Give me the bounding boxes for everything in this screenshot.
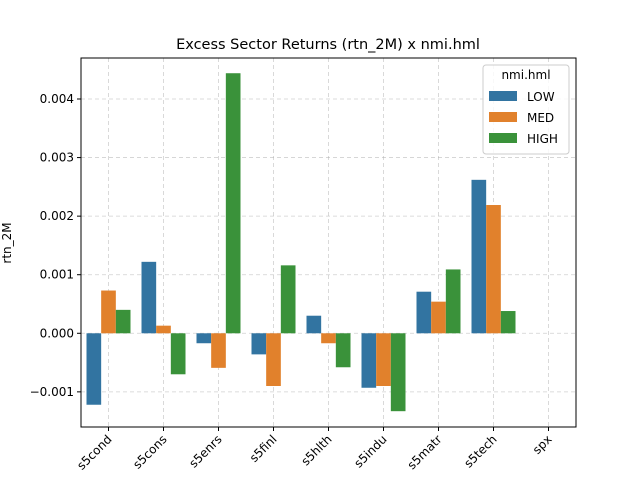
y-tick-label: 0.004 <box>40 92 74 106</box>
bar-high-s5cond <box>115 309 131 334</box>
x-tick-label: s5finl <box>247 432 280 465</box>
y-tick-label: 0.001 <box>40 268 74 282</box>
bar-med-s5hlth <box>321 333 336 344</box>
x-tick-label: s5tech <box>461 432 499 470</box>
x-tick-label: s5matr <box>405 432 445 472</box>
legend-swatch-med <box>489 112 517 122</box>
bar-low-s5finl <box>251 333 267 355</box>
bar-low-s5indu <box>361 333 377 388</box>
bar-med-s5finl <box>266 333 281 386</box>
legend-swatch-high <box>489 133 517 143</box>
bar-low-s5cons <box>141 261 157 334</box>
bar-high-s5hlth <box>335 333 351 368</box>
legend-label-med: MED <box>527 111 554 125</box>
bar-low-s5hlth <box>306 315 322 334</box>
bar-high-s5cons <box>170 333 186 375</box>
bar-high-s5tech <box>500 311 516 334</box>
legend-label-low: LOW <box>527 90 555 104</box>
y-tick-label: −0.001 <box>30 385 74 399</box>
x-tick-label: s5hlth <box>298 432 334 468</box>
bars <box>86 73 516 412</box>
legend-swatch-low <box>489 91 517 101</box>
bar-med-s5matr <box>431 301 446 334</box>
x-tick-label: spx <box>530 432 555 457</box>
bar-low-s5cond <box>86 333 102 405</box>
legend: nmi.hml LOW MED HIGH <box>482 64 570 155</box>
y-tick-label: 0.003 <box>40 151 74 165</box>
bar-low-s5enrs <box>196 333 212 344</box>
legend-title: nmi.hml <box>501 68 550 82</box>
y-tick-label: 0.002 <box>40 209 74 223</box>
y-axis-label: rtn_2M <box>0 222 14 263</box>
x-tick-label: s5indu <box>351 432 389 470</box>
chart-title: Excess Sector Returns (rtn_2M) x nmi.hml <box>176 37 480 53</box>
legend-box <box>482 64 570 155</box>
x-axis: s5cond s5cons s5enrs s5finl s5hlth s5indu s5ma… <box>74 427 555 473</box>
bar-med-s5tech <box>486 205 501 334</box>
x-tick-label: s5cond <box>74 432 114 472</box>
bar-low-s5tech <box>471 179 487 334</box>
bar-med-s5cond <box>101 290 116 334</box>
x-tick-label: s5cons <box>130 432 169 471</box>
bar-high-s5indu <box>390 333 406 412</box>
bar-med-s5enrs <box>211 333 226 368</box>
y-tick-label: 0.000 <box>40 326 74 340</box>
bar-med-s5indu <box>376 333 391 386</box>
bar-med-s5cons <box>156 325 171 334</box>
y-axis: −0.001 0.000 0.001 0.002 0.003 0.004 <box>30 92 81 399</box>
bar-high-s5matr <box>445 269 461 334</box>
x-tick-label: s5enrs <box>186 432 224 470</box>
bar-high-s5enrs <box>225 73 241 334</box>
legend-label-high: HIGH <box>527 132 558 146</box>
bar-low-s5matr <box>416 291 432 334</box>
bar-high-s5finl <box>280 265 296 334</box>
